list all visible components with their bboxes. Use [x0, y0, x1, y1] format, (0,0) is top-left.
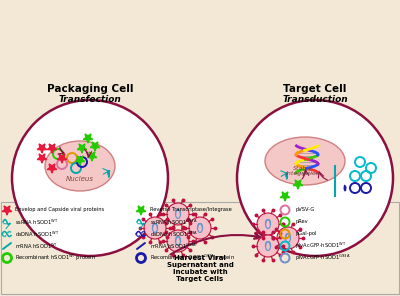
Circle shape [257, 213, 279, 235]
Text: plvAcGFP-hSOD1$^{\mathregular{WT}}$: plvAcGFP-hSOD1$^{\mathregular{WT}}$ [295, 241, 346, 251]
Text: Recombinant hSOD1$^{\mathregular{WT}}$ protein: Recombinant hSOD1$^{\mathregular{WT}}$ p… [15, 253, 96, 263]
Polygon shape [75, 156, 85, 165]
Circle shape [167, 203, 189, 225]
Text: Recombinant hSOD1$^{\mathregular{G93A}}$ protein: Recombinant hSOD1$^{\mathregular{G93A}}$… [150, 253, 235, 263]
Text: Stable
Integration: Stable Integration [286, 165, 320, 176]
Circle shape [277, 227, 299, 249]
Polygon shape [293, 180, 303, 189]
Text: Transduction: Transduction [282, 94, 348, 104]
Circle shape [237, 100, 393, 256]
Circle shape [257, 235, 279, 257]
Circle shape [12, 100, 168, 256]
Polygon shape [37, 154, 47, 163]
Polygon shape [57, 154, 67, 163]
Text: Harvest Viral
Supernatant and
Incubate with
Target Cells: Harvest Viral Supernatant and Incubate w… [166, 255, 234, 281]
Polygon shape [83, 134, 93, 143]
Text: plvAcGFP-hSOD1$^{\mathregular{G93A}}$: plvAcGFP-hSOD1$^{\mathregular{G93A}}$ [295, 253, 350, 263]
Text: Packaging Cell: Packaging Cell [47, 84, 133, 94]
Text: Envelop and Capside viral proteins: Envelop and Capside viral proteins [15, 207, 104, 213]
Circle shape [189, 217, 211, 239]
Polygon shape [37, 144, 47, 153]
Text: dsDNA hSOD1$^{\mathregular{WT}}$: dsDNA hSOD1$^{\mathregular{WT}}$ [15, 229, 59, 239]
Polygon shape [90, 142, 100, 151]
Text: Transfection: Transfection [59, 94, 121, 104]
Text: dsDNA hSOD1$^{\mathregular{G93A}}$: dsDNA hSOD1$^{\mathregular{G93A}}$ [150, 229, 198, 239]
Text: mRNA hSOD1$^{\mathregular{G93A}}$: mRNA hSOD1$^{\mathregular{G93A}}$ [150, 241, 197, 251]
Text: pRev: pRev [295, 220, 308, 224]
Text: Target Cell: Target Cell [283, 84, 347, 94]
Text: pVSV-G: pVSV-G [295, 207, 314, 213]
Circle shape [167, 230, 189, 252]
Polygon shape [77, 144, 87, 153]
Polygon shape [280, 192, 290, 201]
Text: mRNA hSOD1$^{\mathregular{WT}}$: mRNA hSOD1$^{\mathregular{WT}}$ [15, 241, 58, 251]
Text: Reverse Transcriptase/Integrase: Reverse Transcriptase/Integrase [150, 207, 232, 213]
Text: ssRNA hSOD1$^{\mathregular{G93A}}$: ssRNA hSOD1$^{\mathregular{G93A}}$ [150, 217, 198, 227]
Polygon shape [47, 144, 57, 153]
Polygon shape [87, 152, 97, 161]
Circle shape [144, 217, 166, 239]
Text: Nucleus: Nucleus [66, 176, 94, 182]
Polygon shape [136, 206, 146, 215]
Polygon shape [47, 164, 57, 173]
Text: pGal-pol: pGal-pol [295, 231, 316, 237]
Text: ssRNA hSOD1$^{\mathregular{WT}}$: ssRNA hSOD1$^{\mathregular{WT}}$ [15, 217, 58, 227]
FancyBboxPatch shape [1, 202, 399, 294]
Ellipse shape [265, 137, 345, 185]
Ellipse shape [45, 141, 115, 191]
Polygon shape [2, 206, 12, 215]
